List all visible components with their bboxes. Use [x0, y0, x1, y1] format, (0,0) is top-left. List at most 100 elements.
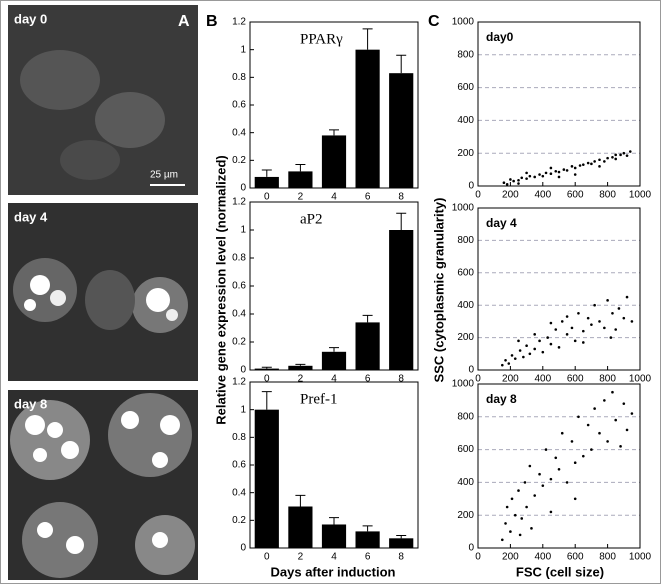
point [562, 168, 566, 171]
point [611, 390, 614, 394]
point [573, 497, 577, 501]
x-tick-label: 800 [599, 552, 616, 563]
y-tick-label: 1000 [452, 379, 475, 390]
point [590, 323, 593, 326]
point [582, 163, 585, 166]
point [530, 527, 533, 530]
point [554, 456, 558, 460]
error-bar [261, 366, 272, 369]
bar [389, 230, 414, 370]
micrograph-3 [8, 390, 198, 580]
x-tick-label: 0 [475, 374, 481, 385]
bar [355, 531, 380, 548]
bar [389, 73, 414, 188]
x-tick-label: 0 [264, 552, 270, 563]
point [606, 440, 609, 443]
error-bar [295, 363, 306, 366]
point [557, 170, 561, 174]
point [505, 183, 509, 186]
chart-title: Pref-1 [300, 391, 338, 407]
x-tick-label: 1000 [629, 374, 652, 385]
point [614, 157, 617, 161]
x-tick-label: 1000 [629, 190, 652, 201]
point [538, 173, 541, 176]
point [611, 312, 614, 315]
point [577, 415, 580, 419]
point [520, 517, 524, 520]
y-tick-label: 600 [457, 82, 474, 93]
point [622, 402, 626, 405]
y-tick-label: 800 [457, 411, 474, 422]
y-tick-label: 0.8 [232, 72, 246, 83]
point [586, 316, 590, 320]
bar [254, 176, 279, 188]
y-tick-label: 0.2 [232, 155, 246, 166]
x-tick-label: 400 [534, 552, 551, 563]
point [573, 166, 577, 170]
error-bar [396, 535, 407, 539]
chart-title: day 4 [486, 216, 517, 230]
x-tick-label: 600 [567, 552, 584, 563]
point [622, 316, 626, 320]
point [606, 156, 609, 160]
micrograph-2 [8, 203, 198, 381]
error-bar [329, 517, 339, 525]
point [533, 347, 536, 351]
point [628, 150, 632, 153]
point [593, 407, 596, 410]
y-tick-label: 1 [240, 225, 246, 236]
point [578, 164, 582, 167]
x-tick-label: 0 [264, 374, 270, 385]
point [518, 533, 522, 537]
y-tick-label: 0 [468, 543, 474, 554]
point [609, 336, 613, 339]
y-tick-label: 400 [457, 477, 474, 488]
scale-bar-label: 25 µm [150, 170, 178, 181]
point [510, 497, 514, 501]
x-tick-label: 8 [398, 374, 404, 385]
point [557, 175, 561, 179]
point [590, 448, 593, 451]
point [509, 530, 512, 533]
point [573, 173, 577, 176]
point [598, 431, 601, 435]
point [507, 362, 511, 365]
y-tick-label: 800 [457, 235, 474, 246]
point [549, 342, 553, 346]
y-axis-label: SSC (cytoplasmic granularity) [431, 198, 446, 383]
x-tick-label: 6 [365, 192, 371, 203]
point [603, 399, 606, 402]
point [560, 431, 564, 435]
point [525, 177, 528, 180]
point [573, 339, 577, 343]
error-bar [295, 163, 306, 172]
point [505, 505, 509, 509]
point [541, 350, 545, 354]
point [528, 352, 532, 356]
point [565, 315, 569, 318]
error-bar [261, 391, 272, 410]
x-tick-label: 8 [398, 192, 404, 203]
image-label: day 0 [14, 11, 47, 26]
plot-frame [477, 207, 641, 371]
point [549, 321, 553, 325]
error-bar [362, 525, 373, 532]
point [586, 161, 590, 165]
point [565, 333, 569, 336]
y-tick-label: 0.6 [232, 100, 246, 111]
x-tick-label: 2 [298, 374, 304, 385]
point [502, 181, 506, 185]
point [586, 423, 590, 427]
point [512, 179, 515, 183]
plot-frame [477, 21, 641, 187]
y-tick-label: 1.2 [232, 377, 246, 388]
x-tick-label: 600 [567, 190, 584, 201]
x-tick-label: 1000 [629, 552, 652, 563]
point [518, 349, 522, 352]
y-tick-label: 600 [457, 267, 474, 278]
point [617, 307, 621, 310]
x-tick-label: 2 [298, 552, 304, 563]
bar [288, 506, 313, 548]
y-tick-label: 0 [240, 543, 246, 554]
bar [389, 538, 414, 548]
